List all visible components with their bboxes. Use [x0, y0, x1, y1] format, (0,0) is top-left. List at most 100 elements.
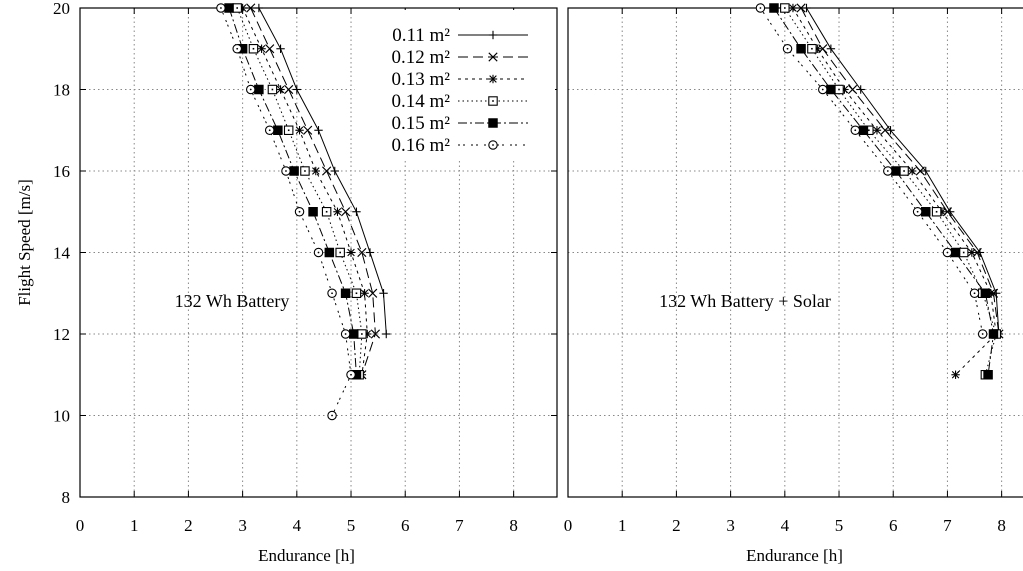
data-point [264, 125, 275, 136]
x-tick-label: 7 [455, 516, 464, 535]
data-point [834, 84, 844, 95]
data-point [327, 410, 337, 421]
data-point [289, 166, 299, 176]
series-5 [224, 3, 362, 380]
data-point [340, 329, 351, 339]
data-point [246, 3, 256, 13]
x-tick-label: 0 [564, 516, 573, 535]
data-point [969, 288, 980, 298]
x-tick-label: 2 [184, 516, 193, 535]
data-point [942, 247, 953, 258]
data-point [276, 85, 285, 94]
series-line [250, 7, 376, 375]
data-point [891, 166, 901, 176]
data-point [915, 166, 925, 176]
data-point [907, 166, 917, 176]
data-point [281, 166, 291, 176]
legend-label: 0.11 m² [392, 25, 450, 46]
series-line [220, 7, 352, 416]
data-point [360, 289, 369, 298]
series-6 [216, 3, 356, 421]
series-2 [246, 3, 381, 380]
data-point [248, 43, 259, 54]
data-point [340, 288, 351, 298]
x-tick-label: 5 [347, 516, 356, 535]
x-axis-label: Endurance [h] [258, 546, 355, 565]
legend-label: 0.14 m² [392, 91, 451, 112]
panel-annotation: 132 Wh Battery [175, 291, 290, 311]
data-point [883, 166, 893, 176]
data-point [292, 85, 302, 94]
y-tick-label: 18 [53, 81, 70, 100]
data-point [782, 43, 793, 54]
legend-background [355, 10, 555, 160]
data-point [850, 125, 861, 136]
data-point [330, 166, 339, 176]
series-line [773, 7, 995, 375]
data-point [788, 3, 798, 13]
data-point [224, 3, 234, 13]
data-point [983, 369, 993, 380]
data-point [335, 247, 345, 258]
data-point [950, 247, 961, 258]
data-point [324, 247, 335, 258]
legend-label: 0.15 m² [392, 113, 451, 134]
data-point [216, 3, 226, 13]
data-point [341, 207, 351, 217]
x-tick-label: 1 [618, 516, 627, 535]
series-line [236, 7, 363, 375]
y-tick-label: 10 [53, 407, 70, 426]
data-point [351, 288, 362, 298]
data-point [333, 207, 342, 216]
data-point [951, 370, 960, 379]
x-tick-label: 8 [997, 516, 1006, 535]
data-point [357, 329, 367, 339]
battery-solar-panel: 0 1 2 3 4 5 6 7 8 Endurance [h] 132 Wh Battery + S… [564, 3, 1023, 565]
series-5 [769, 3, 999, 380]
data-point [988, 329, 999, 339]
x-tick-label: 2 [672, 516, 681, 535]
series-line [792, 7, 997, 376]
data-point [284, 84, 294, 95]
data-point [346, 248, 356, 257]
data-point [370, 329, 381, 339]
data-point [856, 85, 865, 94]
legend-label: 0.12 m² [392, 47, 451, 68]
data-point [382, 329, 391, 339]
data-point [232, 43, 242, 54]
data-point [314, 126, 323, 135]
data-point [818, 84, 828, 95]
y-tick-label: 20 [53, 0, 70, 18]
data-point [327, 288, 337, 298]
panel-annotation: 132 Wh Battery + Solar [659, 291, 831, 311]
data-point [899, 166, 909, 176]
legend-marker [488, 140, 498, 150]
series-line [228, 7, 357, 375]
data-point [796, 3, 806, 13]
data-point [769, 3, 779, 13]
data-point [980, 288, 991, 298]
series-line [759, 7, 984, 335]
data-point [283, 125, 294, 136]
data-point [826, 84, 836, 95]
legend-marker [488, 96, 498, 106]
x-tick-label: 0 [76, 516, 85, 535]
data-point [254, 3, 264, 13]
data-point [872, 126, 882, 135]
data-point [912, 207, 923, 217]
data-point [977, 329, 988, 339]
data-point [308, 207, 318, 217]
series-1 [254, 3, 391, 339]
data-point [257, 44, 266, 53]
x-tick-label: 4 [781, 516, 790, 535]
legend-label: 0.16 m² [392, 135, 451, 156]
data-point [379, 289, 388, 298]
data-point [322, 166, 332, 176]
data-point [921, 166, 930, 176]
x-tick-label: 3 [726, 516, 735, 535]
data-point [807, 43, 817, 54]
data-point [267, 84, 278, 95]
data-point [348, 329, 359, 339]
x-tick-label: 3 [238, 516, 247, 535]
